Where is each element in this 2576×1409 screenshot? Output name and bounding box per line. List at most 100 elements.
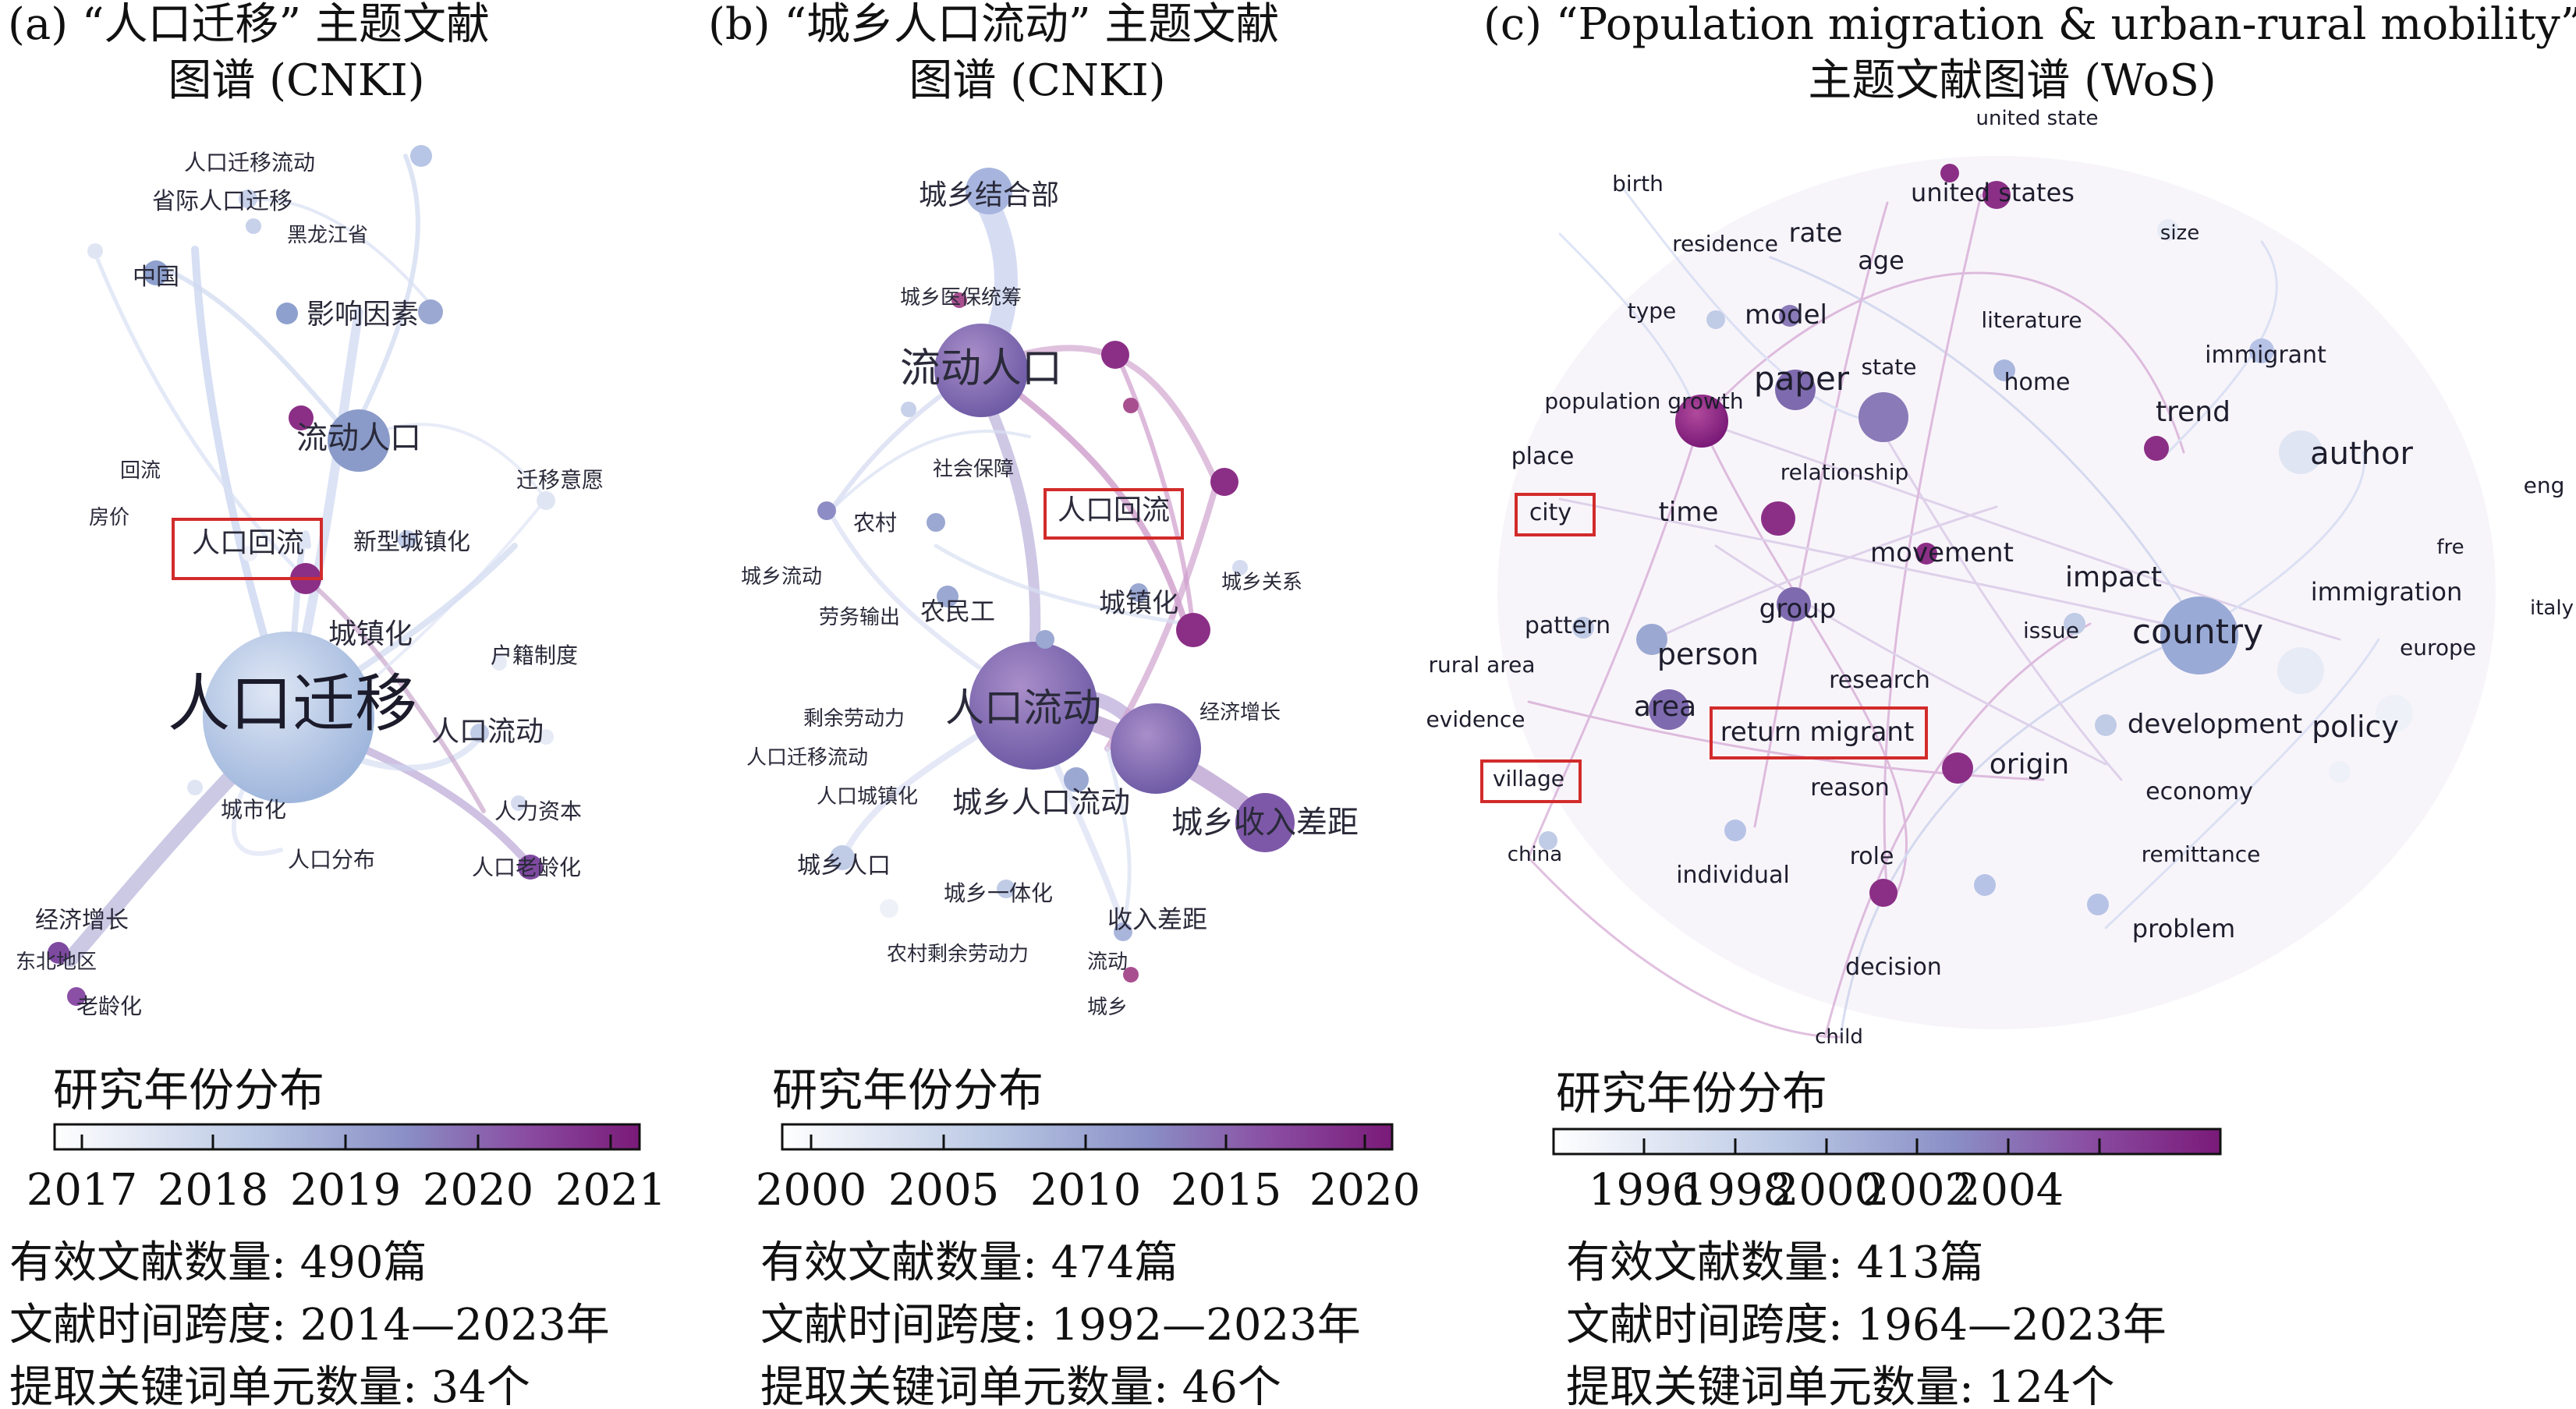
keyword-label: country xyxy=(2132,612,2263,652)
keyword-label: 东北地区 xyxy=(16,951,97,974)
panel-c-labels: united state birth united states residen… xyxy=(1426,107,2574,1049)
keyword-label: policy xyxy=(2312,710,2399,744)
keyword-label: origin xyxy=(1990,749,2070,781)
edge xyxy=(1699,271,2185,454)
node xyxy=(937,586,958,607)
node xyxy=(398,530,416,549)
node xyxy=(2087,894,2109,915)
edge xyxy=(1558,497,2201,633)
scale-tick-label: 1998 xyxy=(1680,1165,1791,1216)
keyword-label: type xyxy=(1628,298,1677,324)
keyword-label: 黑龙江省 xyxy=(287,224,368,247)
node xyxy=(1232,560,1248,575)
edge xyxy=(1823,622,2092,1039)
panel-b-legend: 研究年份分布 2000 2005 2010 2015 2020 xyxy=(756,1064,1421,1216)
scale-ticks xyxy=(1642,1138,2101,1154)
scale-tick-label: 2018 xyxy=(158,1165,269,1216)
keyword-label: 城乡流动 xyxy=(741,565,822,589)
keyword-label: 城乡 xyxy=(1087,996,1128,1019)
node xyxy=(410,145,432,167)
node xyxy=(239,189,257,208)
scale-tick-label: 2021 xyxy=(555,1165,667,1216)
node xyxy=(1210,468,1238,496)
panel-c-title-line2: 主题文献图谱 (WoS) xyxy=(1808,55,2216,106)
node xyxy=(1858,392,1908,442)
keyword-label: 城乡一体化 xyxy=(944,880,1053,906)
node xyxy=(951,292,967,308)
panel-c-legend: 研究年份分布 1996 1998 2000 2002 2004 xyxy=(1552,1067,2222,1216)
edge xyxy=(2167,240,2278,454)
scale-tick-label: 1996 xyxy=(1589,1165,1700,1216)
keyword-label: decision xyxy=(1845,954,1942,981)
edge xyxy=(1699,420,2341,641)
scale-tick-label: 2017 xyxy=(27,1165,138,1216)
node xyxy=(901,402,916,417)
node xyxy=(1064,767,1089,792)
keyword-label: research xyxy=(1829,667,1930,694)
keyword-label: 城镇化 xyxy=(1099,588,1178,619)
panel-b-nodes xyxy=(817,168,1295,982)
node xyxy=(1982,181,2011,209)
keyword-label: 房价 xyxy=(89,506,129,529)
scale-tick-label: 2005 xyxy=(888,1165,1000,1216)
node xyxy=(1940,164,1959,182)
panel-a: (a) “人口迁移” 主题文献 图谱 (CNKI) xyxy=(8,0,666,1409)
node xyxy=(1123,398,1139,413)
keyword-label: 人口迁移流动 xyxy=(746,746,868,770)
keyword-label: 城乡收入差距 xyxy=(1171,805,1359,841)
node xyxy=(2329,761,2351,783)
keyword-label: immigration xyxy=(2311,577,2463,607)
keyword-label: 流动人口 xyxy=(296,420,421,456)
keyword-label: population growth xyxy=(1544,388,1743,414)
keyword-label: 人口迁移流动 xyxy=(184,150,315,175)
highlight-box xyxy=(1710,706,1928,759)
keyword-label: time xyxy=(1659,497,1719,528)
node xyxy=(2157,219,2179,241)
node xyxy=(538,729,554,745)
keyword-label: 人力资本 xyxy=(494,798,582,824)
node xyxy=(242,546,257,561)
keyword-label: residence xyxy=(1672,231,1778,257)
legend-title: 研究年份分布 xyxy=(53,1064,324,1117)
keyword-label: 人口流动 xyxy=(945,685,1101,731)
node xyxy=(511,795,526,811)
keyword-label: 回流 xyxy=(120,459,161,483)
panel-b-labels: 城乡结合部 城乡医保统筹 流动人口 社会保障 农村 人口回流 城乡流动 劳务输出… xyxy=(741,179,1359,1019)
keyword-label: state xyxy=(1862,354,1917,380)
panel-c-stats: 有效文献数量: 413篇 文献时间跨度: 1964—2023年 提取关键词单元数… xyxy=(1566,1237,2167,1409)
node xyxy=(491,655,507,671)
stat-line: 文献时间跨度: 1992—2023年 xyxy=(760,1300,1361,1351)
node xyxy=(2160,597,2238,674)
panel-c-nodes xyxy=(1539,164,2413,915)
keyword-label: 城镇化 xyxy=(328,618,413,650)
keyword-label: 人口城镇化 xyxy=(817,785,918,809)
color-scale-bar xyxy=(781,1123,1394,1151)
node xyxy=(1539,831,1557,850)
scale-tick-label: 2010 xyxy=(1030,1165,1142,1216)
node xyxy=(48,942,69,964)
node xyxy=(2376,695,2413,732)
keyword-label: movement xyxy=(1870,537,2014,568)
edge xyxy=(934,543,1188,626)
keyword-label: fre xyxy=(2436,536,2464,559)
panel-a-stats: 有效文献数量: 490篇 文献时间跨度: 2014—2023年 提取关键词单元数… xyxy=(9,1237,610,1409)
keyword-label: 农村剩余劳动力 xyxy=(887,943,1029,966)
stat-line: 提取关键词单元数量: 124个 xyxy=(1566,1362,2115,1409)
stat-line: 有效文献数量: 490篇 xyxy=(9,1237,427,1288)
keyword-label: return migrant xyxy=(1720,717,1915,748)
keyword-label: 流动人口 xyxy=(900,345,1062,392)
scale-ticks xyxy=(80,1135,612,1149)
node xyxy=(2277,647,2324,694)
scale-tick-label: 2000 xyxy=(1771,1165,1883,1216)
edge xyxy=(349,154,420,439)
scale-ticks xyxy=(810,1135,1366,1149)
keyword-label: area xyxy=(1634,691,1696,723)
keyword-label: 城市化 xyxy=(221,797,286,823)
keyword-label: rate xyxy=(1788,218,1842,249)
highlight-box xyxy=(1044,488,1184,540)
keyword-label: 经济增长 xyxy=(35,907,129,934)
node xyxy=(246,218,261,234)
stat-line: 文献时间跨度: 1964—2023年 xyxy=(1566,1300,2167,1351)
keyword-label: village xyxy=(1493,766,1564,791)
node xyxy=(144,260,168,285)
